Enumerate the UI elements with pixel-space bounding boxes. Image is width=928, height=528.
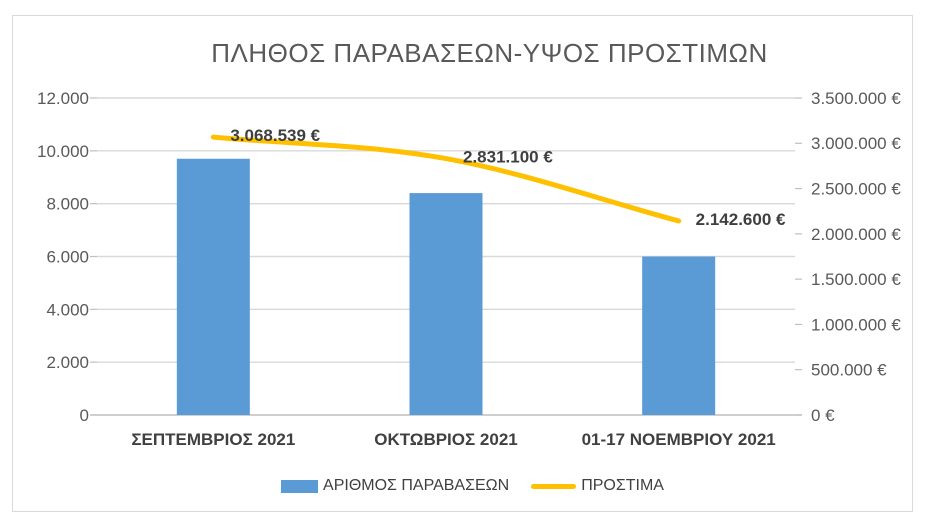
right-axis-tick-label: 2.000.000 €: [811, 225, 901, 244]
left-axis-tick-label: 8.000: [46, 195, 89, 214]
bar-1: [409, 193, 483, 415]
category-label-1: ΟΚΤΩΒΡΙΟΣ 2021: [374, 430, 518, 449]
data-label-1: 2.831.100 €: [463, 148, 553, 167]
fines-line: [210, 134, 682, 224]
left-axis-tick-label: 2.000: [46, 353, 89, 372]
bar-series-swatch-icon: [281, 479, 319, 493]
right-axis-tick-label: 2.500.000 €: [811, 180, 901, 199]
bar-0: [176, 158, 250, 415]
right-axis-tick-label: 1.500.000 €: [811, 270, 901, 289]
chart-container: 0 2.000 4.000 6.000 8.000 10.000 12.000 0 € 500.…: [12, 15, 913, 512]
right-axis-tick-label: 0 €: [811, 406, 835, 425]
legend: ΑΡΙΘΜΟΣ ΠΑΡΑΒΑΣΕΩΝ ΠΡΟΣΤΙΜΑ: [23, 477, 922, 495]
left-axis-tick-label: 10.000: [37, 142, 89, 161]
right-axis-tick-label: 1.000.000 €: [811, 315, 901, 334]
category-label-0: ΣΕΠΤΕΜΒΡΙΟΣ 2021: [131, 430, 295, 449]
left-axis-tick-label: 4.000: [46, 300, 89, 319]
data-label-0: 3.068.539 €: [230, 126, 320, 145]
line-series-swatch-icon: [531, 483, 577, 489]
left-axis-tick-label: 12.000: [37, 89, 89, 108]
legend-item-fines: ΠΡΟΣΤΙΜΑ: [531, 477, 664, 495]
bar-2: [642, 256, 716, 415]
left-axis-tick-label: 6.000: [46, 247, 89, 266]
legend-label-fines: ΠΡΟΣΤΙΜΑ: [581, 477, 664, 494]
legend-label-violations: ΑΡΙΘΜΟΣ ΠΑΡΑΒΑΣΕΩΝ: [323, 477, 510, 494]
right-axis-tick-label: 3.500.000 €: [811, 89, 901, 108]
data-label-2: 2.142.600 €: [696, 210, 786, 229]
left-axis-tick-label: 0: [80, 406, 89, 425]
right-axis-tick-label: 500.000 €: [811, 361, 887, 380]
right-axis-tick-label: 3.000.000 €: [811, 134, 901, 153]
legend-item-violations: ΑΡΙΘΜΟΣ ΠΑΡΑΒΑΣΕΩΝ: [281, 477, 509, 495]
category-label-2: 01-17 ΝΟΕΜΒΡΙΟΥ 2021: [582, 430, 776, 449]
plot-area: 0 2.000 4.000 6.000 8.000 10.000 12.000 0 € 500.…: [37, 89, 901, 449]
chart-title: ΠΛΗΘΟΣ ΠΑΡΑΒΑΣΕΩΝ-ΥΨΟΣ ΠΡΟΣΤΙΜΩΝ: [211, 38, 768, 68]
